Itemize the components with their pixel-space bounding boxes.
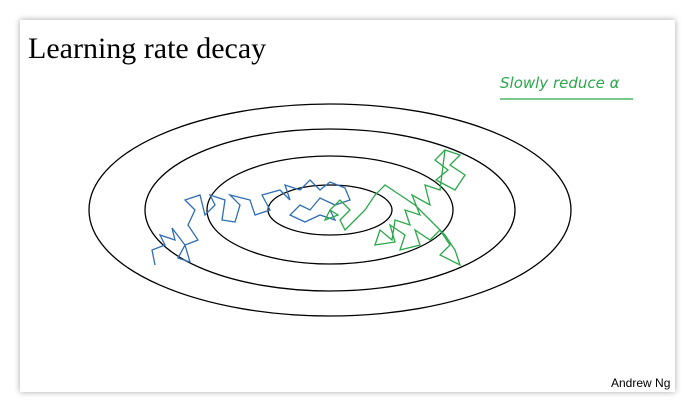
contour [144,128,516,292]
blue-path [151,179,351,266]
contours [88,103,572,317]
contour [88,103,572,317]
handwritten-note: Slowly reduce α [500,74,620,92]
slide-title: Learning rate decay [28,32,266,65]
author: Andrew Ng [611,376,670,390]
slide [20,20,675,392]
contour [206,155,454,265]
green-path [323,149,466,267]
